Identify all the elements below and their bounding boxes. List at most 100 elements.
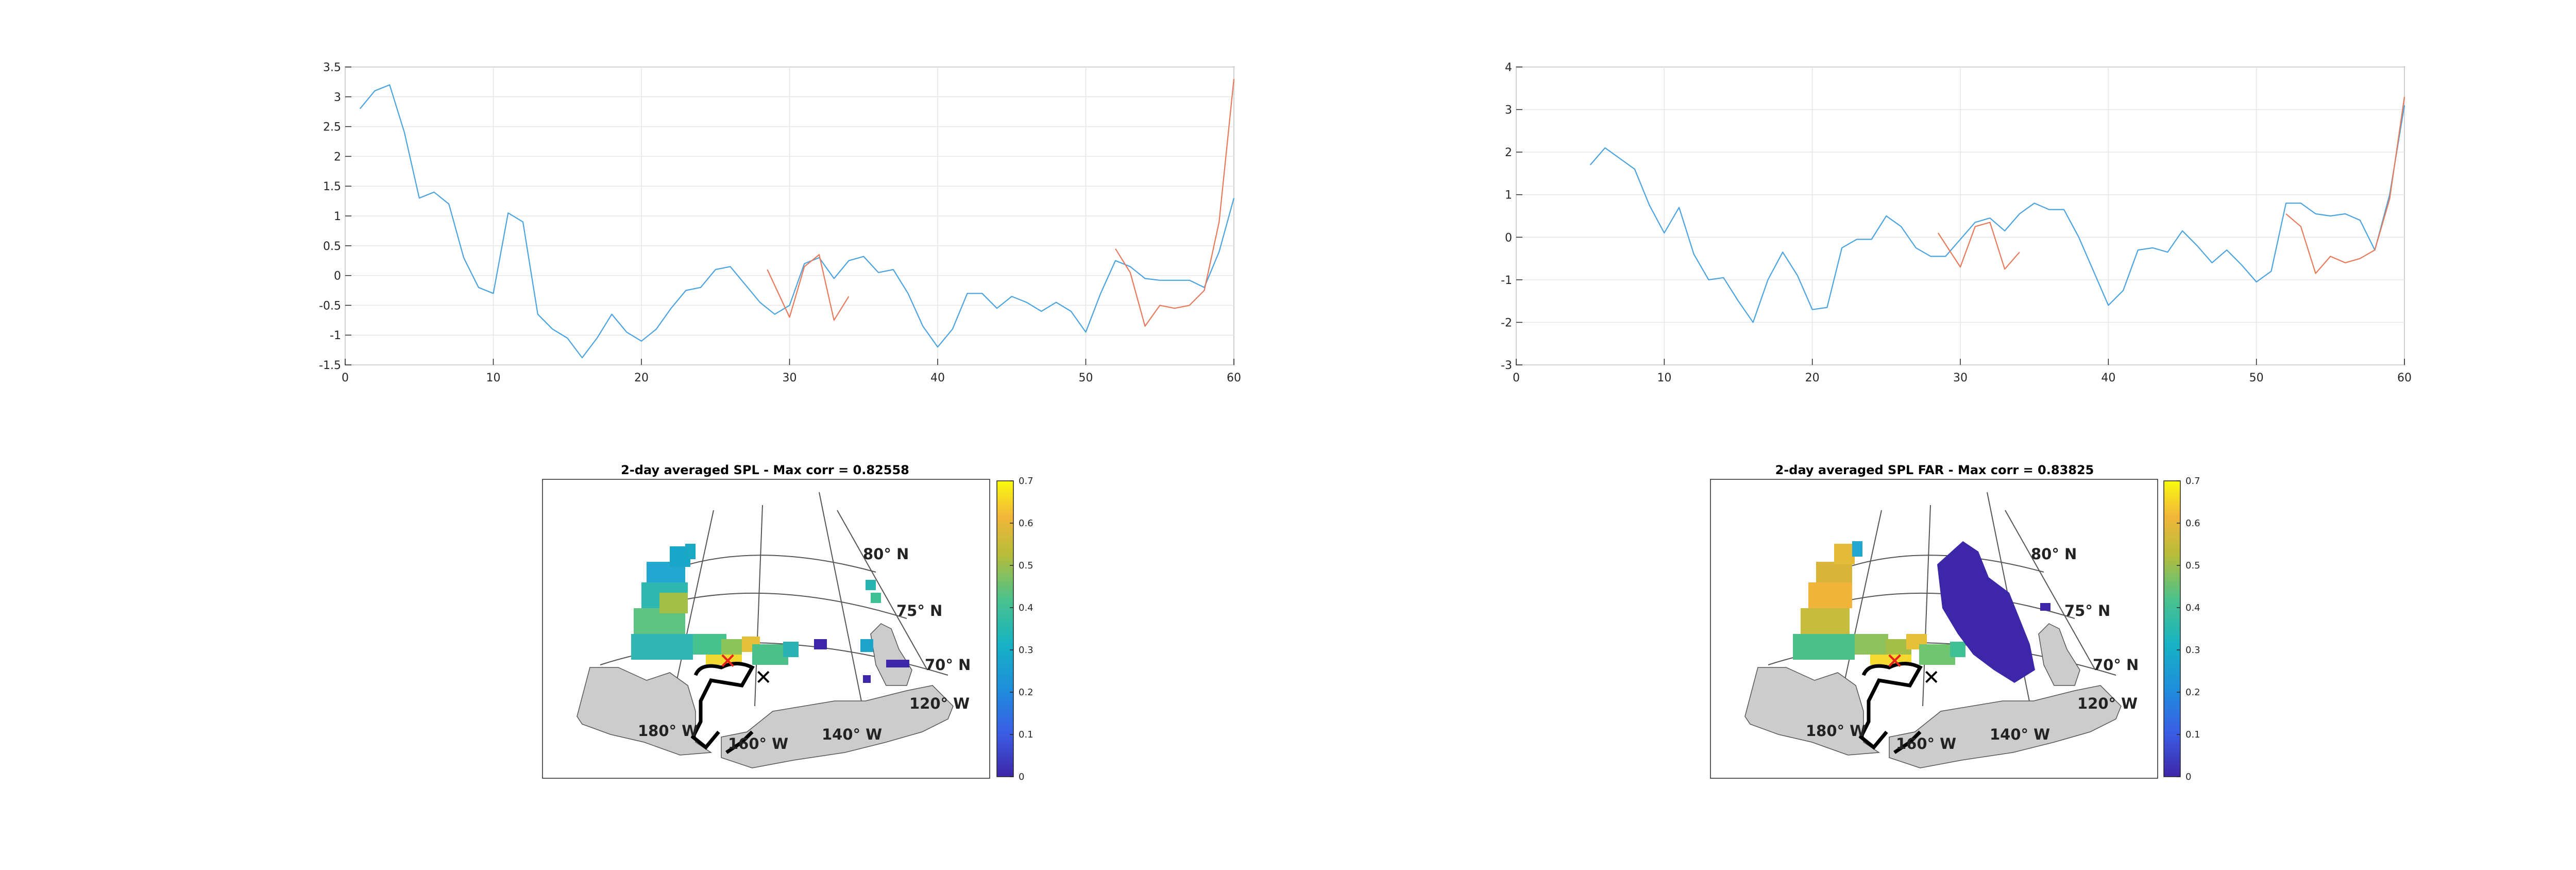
y-tick-label: -3 (1501, 359, 1512, 372)
y-tick-label: 1 (334, 210, 341, 223)
colorbar-tick-label: 0.3 (2185, 645, 2200, 656)
lon-label-160: 160° W (1896, 735, 1956, 752)
colorbar-tick-label: 0.7 (2185, 476, 2200, 487)
lat-label-70: 70° N (2093, 656, 2139, 674)
colorbar-ticks: 0 0.1 0.2 0.3 0.4 0.5 0.6 0.7 (2177, 476, 2200, 782)
lat-label-80: 80° N (863, 545, 909, 563)
x-tick-label: 40 (2101, 372, 2115, 384)
markers: ✕ ✕ (1886, 648, 1940, 690)
colorbar-tick-label: 0.3 (1019, 645, 1033, 656)
lon-label-180: 180° W (1806, 722, 1866, 740)
series-group (359, 78, 1235, 359)
grid (1516, 66, 2405, 365)
x-tick-label: 20 (1805, 372, 1820, 384)
graticule-labels: 80° N 75° N 70° N 120° W 140° W 160° W 1… (1806, 545, 2139, 752)
y-tick-label: -2 (1501, 316, 1512, 329)
colorbar-tick-label: 0.6 (1019, 518, 1033, 529)
tick-labels: 0 10 20 30 40 50 60 -1.5 -1 -0.5 0 0.5 1 1.5 2 2.5 3 3.5 (319, 61, 1241, 384)
colorbar-tick-label: 0 (1019, 772, 1024, 782)
y-tick-label: -1 (330, 329, 341, 342)
x-tick-label: 60 (2397, 372, 2412, 384)
y-tick-label: 0 (334, 270, 341, 283)
map-title: 2-day averaged SPL - Max corr = 0.82558 (621, 463, 909, 477)
y-tick-label: 2 (1505, 146, 1512, 159)
colorbar-tick-label: 0.5 (1019, 560, 1033, 571)
land-masses (577, 623, 954, 768)
y-tick-label: -1 (1501, 274, 1512, 287)
colorbar-tick-label: 0.5 (2185, 560, 2200, 571)
colorbar-tick-label: 0 (2185, 772, 2191, 782)
series-line-0 (1589, 105, 2405, 323)
colorbar-tick-label: 0.6 (2185, 518, 2200, 529)
y-tick-label: 3 (1505, 104, 1512, 117)
tick-labels: 0 10 20 30 40 50 60 -3 -2 -1 0 1 2 3 4 (1501, 61, 2412, 384)
lon-label-160: 160° W (728, 735, 788, 752)
y-tick-label: 4 (1505, 61, 1512, 74)
x-tick-label: 60 (1227, 372, 1241, 384)
y-tick-label: 3 (334, 91, 341, 104)
y-tick-label: 2 (334, 150, 341, 163)
line-plot-top-right: 0 10 20 30 40 50 60 -3 -2 -1 0 1 2 3 4 (1501, 61, 2412, 384)
y-tick-label: 0.5 (323, 240, 341, 253)
colorbar: 0 0.1 0.2 0.3 0.4 0.5 0.6 0.7 (2163, 476, 2200, 782)
series-line-0 (359, 84, 1235, 359)
lat-label-80: 80° N (2031, 545, 2077, 563)
black-x-marker: ✕ (755, 666, 772, 690)
map-panel-left: 2-day averaged SPL - Max corr = 0.82558 (542, 463, 1033, 782)
lon-label-180: 180° W (638, 722, 698, 740)
series-group (1589, 96, 2405, 323)
series-line-1 (1937, 222, 2020, 270)
x-tick-label: 10 (486, 372, 501, 384)
y-tick-label: 2.5 (323, 121, 341, 134)
y-tick-label: -0.5 (319, 299, 341, 312)
x-tick-label: 30 (1953, 372, 1968, 384)
graticule-labels: 80° N 75° N 70° N 120° W 140° W 160° W 1… (638, 545, 971, 752)
x-tick-label: 40 (930, 372, 945, 384)
colorbar-tick-label: 0.2 (1019, 687, 1033, 698)
series-line-1 (767, 254, 850, 321)
colorbar-tick-label: 0.4 (1019, 603, 1033, 613)
lon-label-120: 120° W (2077, 695, 2138, 712)
y-tick-label: 0 (1505, 231, 1512, 244)
y-tick-label: 1 (1505, 189, 1512, 202)
colorbar-tick-label: 0.7 (1019, 476, 1033, 487)
y-tick-label: 1.5 (323, 180, 341, 193)
lon-label-140: 140° W (822, 726, 882, 743)
x-tick-label: 10 (1657, 372, 1671, 384)
y-tick-label: 3.5 (323, 61, 341, 74)
colorbar-ticks: 0 0.1 0.2 0.3 0.4 0.5 0.6 0.7 (1010, 476, 1033, 782)
line-plot-top-left: 0 10 20 30 40 50 60 -1.5 -1 -0.5 0 0.5 1 1.5 2 2.5 3 3.5 (319, 61, 1241, 384)
lon-label-140: 140° W (1990, 726, 2050, 743)
x-tick-label: 0 (1513, 372, 1520, 384)
black-x-marker: ✕ (1923, 666, 1940, 690)
y-tick-label: -1.5 (319, 359, 341, 372)
colorbar: 0 0.1 0.2 0.3 0.4 0.5 0.6 0.7 (996, 476, 1033, 782)
lat-label-70: 70° N (925, 656, 971, 674)
land-masses (1744, 623, 2122, 768)
heatmap-cells (1793, 541, 2050, 683)
x-tick-label: 20 (634, 372, 649, 384)
series-line-2 (2285, 96, 2405, 274)
colorbar-tick-label: 0.1 (2185, 729, 2200, 740)
colorbar-gradient (2163, 480, 2181, 777)
red-x-marker: ✕ (719, 648, 737, 674)
colorbar-tick-label: 0.1 (1019, 729, 1033, 740)
colorbar-tick-label: 0.2 (2185, 687, 2200, 698)
map-panel-right: 2-day averaged SPL FAR - Max corr = 0.83… (1710, 463, 2200, 782)
markers: ✕ ✕ (719, 648, 772, 690)
lon-label-120: 120° W (909, 695, 970, 712)
map-title: 2-day averaged SPL FAR - Max corr = 0.83… (1775, 463, 2094, 477)
lat-label-75: 75° N (2064, 602, 2110, 620)
heatmap-cells (631, 544, 909, 683)
x-tick-label: 50 (2249, 372, 2264, 384)
coastline-trace (690, 662, 755, 754)
colorbar-gradient (996, 480, 1014, 777)
x-tick-label: 0 (342, 372, 349, 384)
coastline-trace (1858, 662, 1923, 754)
x-tick-label: 30 (783, 372, 797, 384)
lat-label-75: 75° N (896, 602, 942, 620)
red-x-marker: ✕ (1886, 648, 1904, 674)
series-line-2 (1115, 78, 1235, 327)
x-tick-label: 50 (1079, 372, 1093, 384)
